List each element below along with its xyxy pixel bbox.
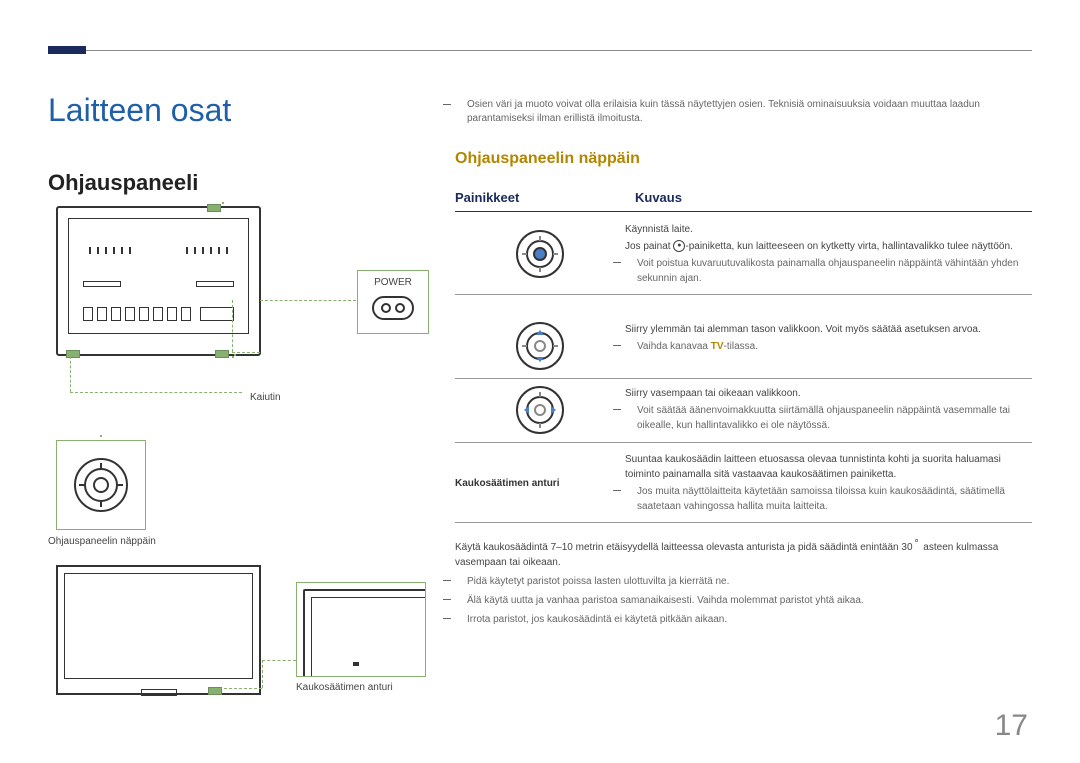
dash-icon xyxy=(443,104,451,105)
sensor-inset xyxy=(296,582,426,677)
port xyxy=(153,307,163,321)
port xyxy=(200,307,234,321)
dash-icon xyxy=(443,599,451,600)
sensor-tv xyxy=(303,589,426,677)
th-description: Kuvaus xyxy=(635,190,1032,211)
row1-line2: Jos painat ●-painiketta, kun laitteeseen… xyxy=(625,239,1032,254)
tv-front-illustration xyxy=(56,565,261,695)
dash-icon xyxy=(443,580,451,581)
row2-line1: Siirry ylemmän tai alemman tason valikko… xyxy=(625,322,1032,337)
remote-sensor-label-cell: Kaukosäätimen anturi xyxy=(455,452,625,514)
button-cell xyxy=(455,222,625,286)
row2-note-b: -tilassa. xyxy=(724,341,758,352)
th-buttons: Painikkeet xyxy=(455,190,635,211)
callout-line xyxy=(260,300,356,301)
top-note: Osien väri ja muoto voivat olla erilaisi… xyxy=(455,98,1032,126)
header-rule xyxy=(48,50,1032,51)
vent-row xyxy=(186,247,228,254)
callout-line xyxy=(214,688,262,689)
row4-line1: Suuntaa kaukosäädin laitteen etuosassa o… xyxy=(625,452,1032,482)
table-row: Käynnistä laite. Jos painat ●-painiketta… xyxy=(455,214,1032,295)
callout-line xyxy=(262,660,296,661)
table-header: Painikkeet Kuvaus xyxy=(455,190,1032,212)
row3-line1: Siirry vasempaan tai oikeaan valikkoon. xyxy=(625,386,1032,401)
marker-speaker xyxy=(66,350,80,358)
degree-icon: ° xyxy=(913,540,921,548)
control-ring-icon xyxy=(74,458,128,512)
main-title: Laitteen osat xyxy=(48,92,231,129)
table-row: Siirry vasempaan tai oikeaan valikkoon. … xyxy=(455,378,1032,443)
tv-back-illustration xyxy=(56,206,261,356)
label-remote-sensor: Kaukosäätimen anturi xyxy=(296,682,393,693)
leftright-button-icon xyxy=(516,386,564,434)
port xyxy=(83,281,121,287)
row1-note: Voit poistua kuvaruutuvalikosta painamal… xyxy=(637,258,1018,284)
port xyxy=(111,307,121,321)
callout-line xyxy=(70,356,71,392)
port xyxy=(125,307,135,321)
table-row: Siirry ylemmän tai alemman tason valikko… xyxy=(455,314,1032,379)
row3-note: Voit säätää äänenvoimakkuutta siirtämäll… xyxy=(637,405,1010,431)
tv-screen xyxy=(64,573,253,679)
bottom-n2: Älä käytä uutta ja vanhaa paristoa saman… xyxy=(467,595,864,606)
marker-panel xyxy=(207,204,221,212)
power-inset: POWER xyxy=(357,270,429,334)
port xyxy=(139,307,149,321)
bottom-n3: Irrota paristot, jos kaukosäädintä ei kä… xyxy=(467,614,727,625)
marker-power xyxy=(215,350,229,358)
port xyxy=(181,307,191,321)
section-title: Ohjauspaneelin näppäin xyxy=(455,150,640,168)
tv-mode-label: TV xyxy=(711,341,724,352)
bottom-n1: Pidä käytetyt paristot poissa lasten ulo… xyxy=(467,576,729,587)
callout-line xyxy=(262,660,263,688)
top-note-text: Osien väri ja muoto voivat olla erilaisi… xyxy=(467,99,980,124)
button-cell xyxy=(455,322,625,370)
port xyxy=(167,307,177,321)
port xyxy=(97,307,107,321)
center-button-icon xyxy=(516,230,564,278)
power-label: POWER xyxy=(358,277,428,288)
callout-line xyxy=(232,300,233,352)
callout-line xyxy=(70,392,242,393)
label-panel-button: Ohjauspaneelin näppäin xyxy=(48,536,156,547)
control-pad-inset xyxy=(56,440,146,530)
bottom-p1: Käytä kaukosäädintä 7–10 metrin etäisyyd… xyxy=(455,540,1032,570)
port xyxy=(196,281,234,287)
dash-icon xyxy=(613,262,621,263)
updown-button-icon xyxy=(516,322,564,370)
power-socket-icon xyxy=(372,296,414,320)
label-speaker: Kaiutin xyxy=(250,392,281,403)
dash-icon xyxy=(613,345,621,346)
tv-stand xyxy=(141,689,177,696)
tv-back-inner xyxy=(68,218,249,334)
dash-icon xyxy=(613,409,621,410)
row4-note: Jos muita näyttölaitteita käytetään samo… xyxy=(637,486,1005,512)
page-number: 17 xyxy=(995,709,1028,743)
vent-row xyxy=(89,247,131,254)
control-center-icon xyxy=(93,477,109,493)
callout-line xyxy=(232,352,260,353)
bottom-text: Käytä kaukosäädintä 7–10 metrin etäisyyd… xyxy=(455,540,1032,627)
header-accent xyxy=(48,46,86,54)
button-cell xyxy=(455,386,625,434)
dash-icon xyxy=(443,618,451,619)
row1-line1: Käynnistä laite. xyxy=(625,222,1032,237)
dash-icon xyxy=(613,490,621,491)
row2-note-a: Vaihda kanavaa xyxy=(637,341,711,352)
sub-title: Ohjauspaneeli xyxy=(48,170,198,196)
port xyxy=(83,307,93,321)
sensor-dot xyxy=(353,662,359,666)
table-row: Kaukosäätimen anturi Suuntaa kaukosäädin… xyxy=(455,444,1032,523)
center-press-inline-icon: ● xyxy=(673,240,685,252)
